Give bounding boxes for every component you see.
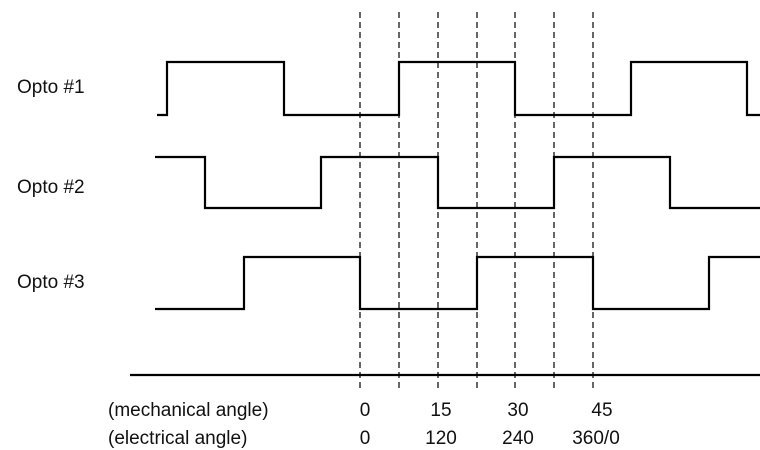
signal-waveform-opto-1 (157, 60, 760, 117)
signal-label-opto-3: Opto #3 (17, 272, 85, 293)
signal-waveform-opto-2 (155, 155, 760, 210)
mechanical-angle-tick-label: 45 (591, 400, 612, 421)
mechanical-angle-ticks: 0 15 30 45 (360, 400, 613, 421)
electrical-angle-tick-label: 360/0 (572, 428, 620, 449)
electrical-angle-label: (electrical angle) (108, 428, 247, 449)
mechanical-angle-tick-label: 30 (507, 400, 528, 421)
guide-lines (359, 12, 594, 388)
mechanical-angle-tick-label: 15 (430, 400, 451, 421)
electrical-angle-tick-label: 120 (425, 428, 457, 449)
electrical-angle-tick-label: 0 (360, 428, 371, 449)
signal-waveform-opto-3 (155, 255, 760, 311)
electrical-angle-tick-label: 240 (502, 428, 534, 449)
mechanical-angle-label: (mechanical angle) (108, 400, 269, 421)
signal-label-opto-1: Opto #1 (17, 77, 85, 98)
mechanical-angle-tick-label: 0 (360, 400, 371, 421)
electrical-angle-ticks: 0 120 240 360/0 (360, 428, 620, 449)
signal-label-opto-2: Opto #2 (17, 177, 85, 198)
